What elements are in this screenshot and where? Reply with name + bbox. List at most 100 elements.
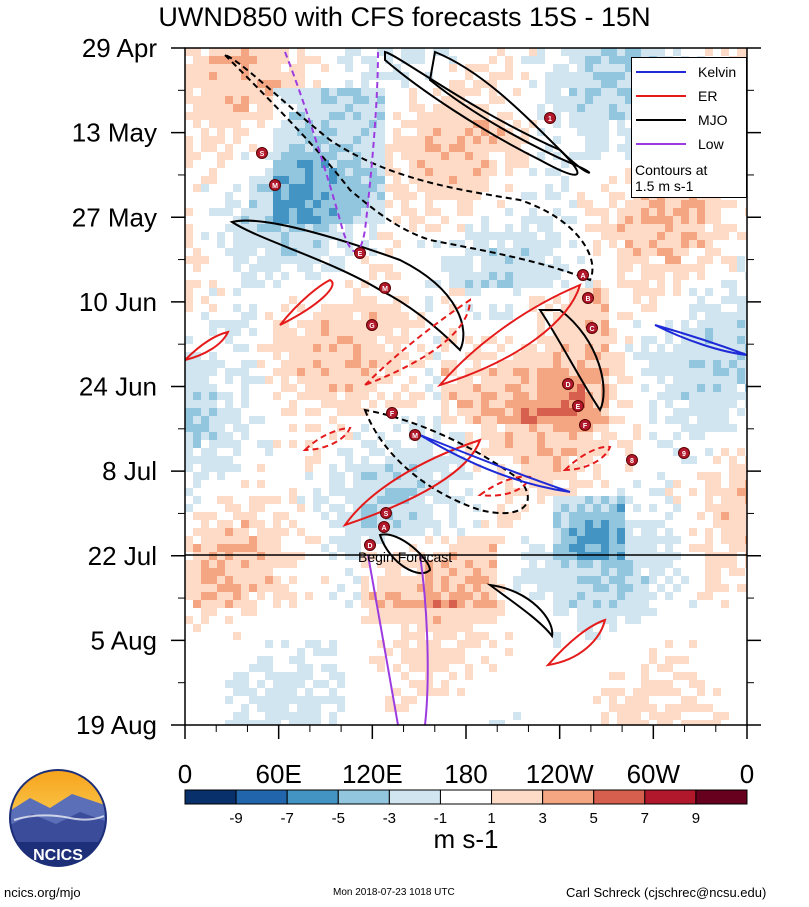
field-cell xyxy=(417,240,425,248)
field-cell xyxy=(345,128,353,136)
contour-line xyxy=(279,278,334,326)
field-cell xyxy=(377,488,385,496)
field-cell xyxy=(313,704,321,712)
field-cell xyxy=(625,48,633,56)
field-cell xyxy=(481,592,489,600)
field-cell xyxy=(185,112,193,120)
field-cell xyxy=(313,504,321,512)
field-cell xyxy=(289,344,297,352)
field-cell xyxy=(289,424,297,432)
field-cell xyxy=(225,416,233,424)
field-cell xyxy=(377,96,385,104)
field-cell xyxy=(745,232,747,240)
field-cell xyxy=(257,224,265,232)
field-cell xyxy=(241,528,249,536)
field-cell xyxy=(225,408,233,416)
field-cell xyxy=(689,424,697,432)
field-cell xyxy=(521,192,529,200)
field-cell xyxy=(537,216,545,224)
field-cell xyxy=(577,480,585,488)
field-cell xyxy=(513,456,521,464)
field-cell xyxy=(689,640,697,648)
field-cell xyxy=(361,176,369,184)
field-cell xyxy=(401,48,409,56)
field-cell xyxy=(289,560,297,568)
field-cell xyxy=(481,232,489,240)
field-cell xyxy=(473,640,481,648)
field-cell xyxy=(409,504,417,512)
field-cell xyxy=(337,144,345,152)
field-cell xyxy=(497,72,505,80)
field-cell xyxy=(289,680,297,688)
field-cell xyxy=(393,392,401,400)
field-cell xyxy=(481,216,489,224)
field-cell xyxy=(585,560,593,568)
field-cell xyxy=(521,216,529,224)
field-cell xyxy=(265,696,273,704)
field-cell xyxy=(273,264,281,272)
field-cell xyxy=(505,424,513,432)
field-cell xyxy=(425,72,433,80)
field-cell xyxy=(281,712,289,720)
field-cell xyxy=(665,320,673,328)
field-cell xyxy=(593,520,601,528)
field-cell xyxy=(233,96,241,104)
field-cell xyxy=(337,264,345,272)
storm-marker: 1 xyxy=(544,112,556,124)
field-cell xyxy=(441,96,449,104)
field-cell xyxy=(577,592,585,600)
field-cell xyxy=(353,136,361,144)
field-cell xyxy=(353,296,361,304)
field-cell xyxy=(329,216,337,224)
field-cell xyxy=(385,360,393,368)
field-cell xyxy=(217,600,225,608)
field-cell xyxy=(225,560,233,568)
field-cell xyxy=(681,376,689,384)
field-cell xyxy=(537,296,545,304)
field-cell xyxy=(585,440,593,448)
field-cell xyxy=(209,80,217,88)
field-cell xyxy=(641,272,649,280)
field-cell xyxy=(361,336,369,344)
field-cell xyxy=(577,352,585,360)
field-cell xyxy=(257,576,265,584)
field-cell xyxy=(369,592,377,600)
field-cell xyxy=(625,112,633,120)
field-cell xyxy=(233,48,241,56)
field-cell xyxy=(185,336,193,344)
field-cell xyxy=(281,336,289,344)
field-cell xyxy=(321,120,329,128)
ncics-logo: NCICS xyxy=(9,769,107,867)
field-cell xyxy=(361,136,369,144)
field-cell xyxy=(345,56,353,64)
field-cell xyxy=(225,536,233,544)
field-cell xyxy=(281,144,289,152)
field-cell xyxy=(537,376,545,384)
field-cell xyxy=(673,344,681,352)
field-cell xyxy=(601,608,609,616)
footer-timestamp: Mon 2018-07-23 1018 UTC xyxy=(333,887,455,898)
field-cell xyxy=(649,336,657,344)
field-cell xyxy=(649,48,657,56)
field-cell xyxy=(289,360,297,368)
field-cell xyxy=(369,208,377,216)
field-cell xyxy=(513,424,521,432)
field-cell xyxy=(273,160,281,168)
field-cell xyxy=(425,536,433,544)
field-cell xyxy=(305,56,313,64)
field-cell xyxy=(553,88,561,96)
field-cell xyxy=(465,584,473,592)
field-cell xyxy=(337,160,345,168)
field-cell xyxy=(417,512,425,520)
colorbar-swatch xyxy=(286,789,339,805)
field-cell xyxy=(673,480,681,488)
field-cell xyxy=(617,528,625,536)
field-cell xyxy=(361,192,369,200)
field-cell xyxy=(729,544,737,552)
field-cell xyxy=(241,208,249,216)
field-cell xyxy=(417,448,425,456)
field-cell xyxy=(529,216,537,224)
field-cell xyxy=(553,536,561,544)
field-cell xyxy=(345,248,353,256)
field-cell xyxy=(601,104,609,112)
